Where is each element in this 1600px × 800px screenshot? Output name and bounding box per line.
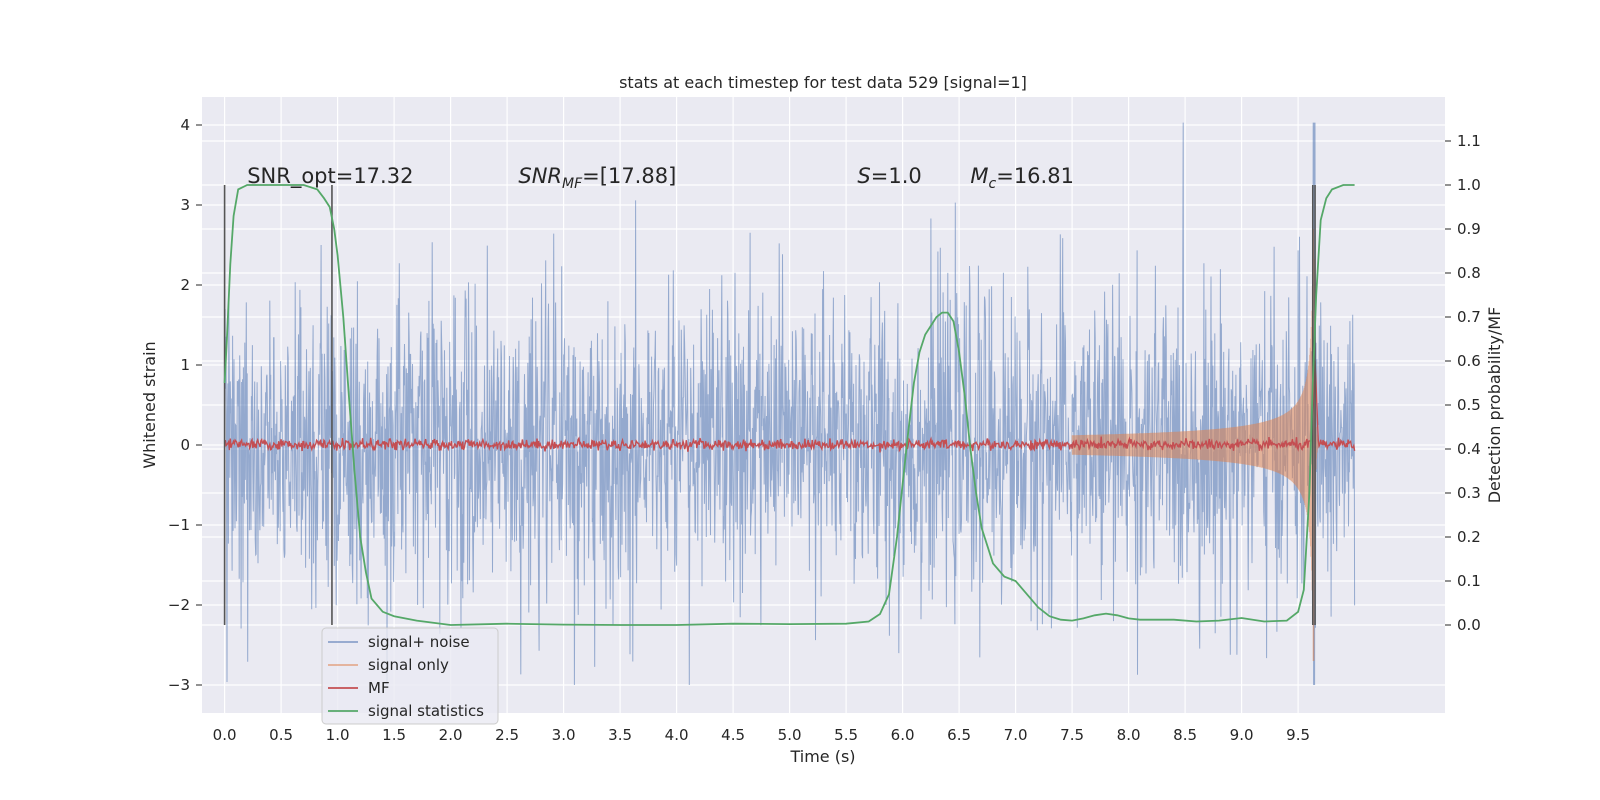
annotation-text: SNR_opt=17.32 (247, 164, 413, 189)
legend-box (321, 627, 499, 725)
y2-tick-label: 1.1 (1457, 132, 1481, 150)
legend: signal+ noise signal only MF signal statist… (321, 627, 499, 725)
annotation-0: SNR_opt=17.32 (247, 164, 413, 189)
y-tick-label: 0 (180, 436, 190, 454)
x-tick-label: 5.0 (778, 726, 802, 744)
y-tick-label: −1 (168, 516, 190, 534)
annotation-value: =[17.88] (582, 164, 676, 188)
chart-title: stats at each timestep for test data 529… (619, 73, 1027, 92)
y2-tick-label: 0.4 (1457, 440, 1481, 458)
y2-tick-label: 1.0 (1457, 176, 1481, 194)
x-tick-label: 4.5 (721, 726, 745, 744)
y-tick-label: −3 (168, 676, 190, 694)
mf-line (224, 360, 1356, 453)
annotation-text: S (857, 164, 870, 188)
x-tick-label: 2.0 (439, 726, 463, 744)
annotation-3: Mc=16.81 (970, 164, 1074, 192)
annotation-text: M (970, 164, 988, 188)
x-tick-label: 2.5 (495, 726, 519, 744)
x-tick-label: 0.5 (269, 726, 293, 744)
y2-tick-label: 0.3 (1457, 484, 1481, 502)
x-tick-label: 0.0 (213, 726, 237, 744)
y2-tick-label: 0.2 (1457, 528, 1481, 546)
annotation-value: =1.0 (871, 164, 922, 188)
y2-tick-label: 0.7 (1457, 308, 1481, 326)
y2-ticks: 0.0 0.1 0.2 0.3 0.4 0.5 0.6 0.7 0.8 0.9 1.0 1.1 (1445, 132, 1481, 634)
y-tick-label: −2 (168, 596, 190, 614)
annotation-subscript: MF (562, 176, 583, 192)
y-tick-label: 4 (180, 116, 190, 134)
y2-tick-label: 0.9 (1457, 220, 1481, 238)
y2-tick-label: 0.5 (1457, 396, 1481, 414)
series-signal-only (1071, 228, 1319, 662)
x-tick-label: 7.5 (1060, 726, 1084, 744)
annotation-subscript: c (989, 176, 997, 192)
x-tick-label: 8.5 (1173, 726, 1197, 744)
series-signal-statistics (223, 184, 1355, 626)
x-tick-label: 4.0 (665, 726, 689, 744)
signal-noise-line (224, 122, 1356, 686)
annotations: SNR_opt=17.32 SNRMF=[17.88] S=1.0 Mc=16.81 (247, 164, 1074, 192)
legend-label: signal only (368, 656, 449, 674)
x-tick-label: 9.5 (1286, 726, 1310, 744)
x-tick-label: 9.0 (1230, 726, 1254, 744)
signal-statistics-line (223, 184, 1355, 626)
x-tick-label: 5.5 (834, 726, 858, 744)
annotation-value: =16.81 (996, 164, 1074, 188)
series-signal-noise (224, 122, 1356, 686)
y2-axis-label: Detection probability/MF (1485, 307, 1504, 504)
annotation-text: SNR (518, 164, 562, 188)
legend-label: MF (368, 679, 390, 697)
vertical-markers (223, 185, 1316, 625)
x-tick-label: 7.0 (1004, 726, 1028, 744)
x-tick-label: 1.0 (326, 726, 350, 744)
y-tick-label: 3 (180, 196, 190, 214)
x-axis-label: Time (s) (789, 747, 855, 766)
annotation-2: S=1.0 (857, 164, 921, 188)
y2-tick-label: 0.0 (1457, 616, 1481, 634)
y-ticks: −3 −2 −1 0 1 2 3 4 (168, 116, 202, 694)
legend-label: signal+ noise (368, 633, 470, 651)
series-mf (224, 360, 1356, 453)
y2-tick-label: 0.8 (1457, 264, 1481, 282)
x-tick-label: 1.5 (382, 726, 406, 744)
x-tick-label: 3.5 (608, 726, 632, 744)
x-ticks: 0.0 0.5 1.0 1.5 2.0 2.5 3.0 3.5 4.0 4.5 5.0 5.5 6.0 6… (213, 726, 1310, 744)
y2-tick-label: 0.1 (1457, 572, 1481, 590)
x-tick-label: 3.0 (552, 726, 576, 744)
legend-label: signal statistics (368, 702, 484, 720)
signal-only-line (1071, 228, 1319, 662)
x-tick-label: 6.0 (891, 726, 915, 744)
y-tick-label: 1 (180, 356, 190, 374)
x-tick-label: 6.5 (947, 726, 971, 744)
y-tick-label: 2 (180, 276, 190, 294)
y2-tick-label: 0.6 (1457, 352, 1481, 370)
y-axis-label: Whitened strain (140, 341, 159, 468)
annotation-1: SNRMF=[17.88] (518, 164, 676, 192)
x-tick-label: 8.0 (1117, 726, 1141, 744)
